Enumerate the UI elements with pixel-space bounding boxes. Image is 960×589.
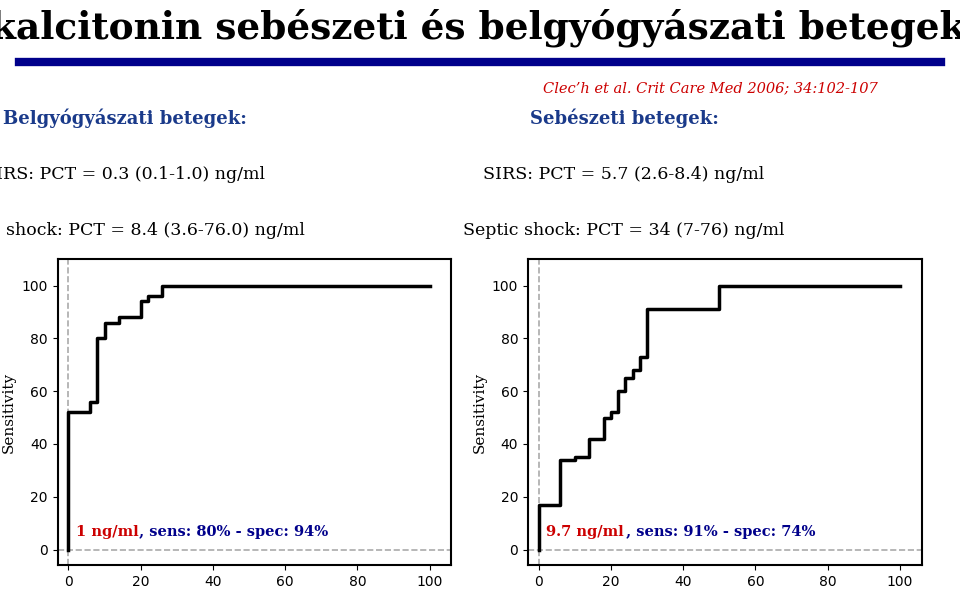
Text: Belgyógyászati betegek:: Belgyógyászati betegek: [3,108,247,128]
Text: Clec’h et al. Crit Care Med 2006; 34:102-107: Clec’h et al. Crit Care Med 2006; 34:102… [543,81,877,95]
Text: , sens: 91% - spec: 74%: , sens: 91% - spec: 74% [621,525,815,540]
Y-axis label: Sensitivity: Sensitivity [2,372,16,453]
Text: SIRS: PCT = 5.7 (2.6-8.4) ng/ml: SIRS: PCT = 5.7 (2.6-8.4) ng/ml [484,166,764,183]
Text: , sens: 80% - spec: 94%: , sens: 80% - spec: 94% [133,525,328,540]
Text: Sebészeti betegek:: Sebészeti betegek: [530,108,718,128]
Text: 1 ng/ml: 1 ng/ml [76,525,138,540]
Text: 9.7 ng/ml: 9.7 ng/ml [546,525,624,540]
Y-axis label: Sensitivity: Sensitivity [472,372,487,453]
Text: Septic shock: PCT = 8.4 (3.6-76.0) ng/ml: Septic shock: PCT = 8.4 (3.6-76.0) ng/ml [0,222,304,239]
Text: Prokalcitonin sebészeti és belgyógyászati betegekben: Prokalcitonin sebészeti és belgyógyászat… [0,8,960,47]
Text: SIRS: PCT = 0.3 (0.1-1.0) ng/ml: SIRS: PCT = 0.3 (0.1-1.0) ng/ml [0,166,265,183]
Text: Septic shock: PCT = 34 (7-76) ng/ml: Septic shock: PCT = 34 (7-76) ng/ml [464,222,784,239]
